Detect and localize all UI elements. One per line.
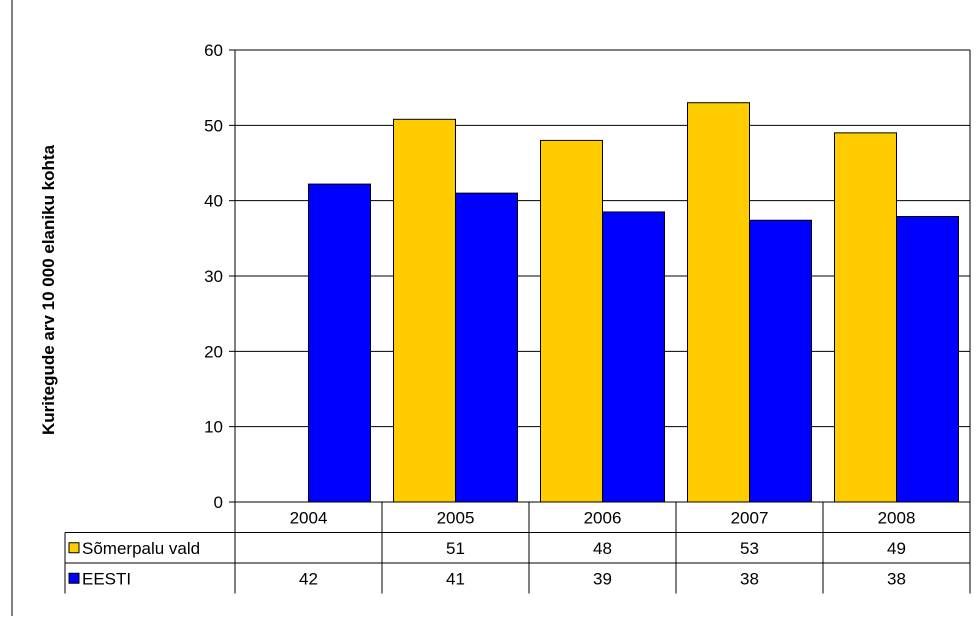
y-tick-label: 60 [204, 41, 223, 60]
bar [455, 192, 518, 503]
data-label: 39 [593, 569, 612, 588]
data-label: 38 [887, 569, 906, 588]
bars [308, 102, 959, 503]
legend-key [68, 542, 80, 554]
y-axis-ticks: 0 10 20 30 40 50 60 [204, 41, 235, 512]
data-label: 41 [446, 569, 465, 588]
y-tick-label: 50 [204, 116, 223, 135]
y-tick-label: 0 [214, 493, 223, 512]
bar [308, 183, 371, 503]
x-tick-label: 2006 [584, 508, 622, 527]
bar [602, 211, 665, 503]
bar [749, 219, 812, 503]
y-tick-label: 30 [204, 267, 223, 286]
axes [234, 49, 971, 502]
x-tick-label: 2008 [878, 508, 916, 527]
data-label: 49 [887, 539, 906, 558]
data-label: 38 [740, 569, 759, 588]
data-table: 2004 2005 2006 2007 2008 Sõmerpalu vald 51 48 53… [64, 501, 971, 594]
data-label: 53 [740, 539, 759, 558]
y-axis-label: Kuritegude arv 10 000 elaniku kohta [39, 144, 58, 435]
y-tick-label: 10 [204, 418, 223, 437]
bar [393, 118, 456, 503]
legend-label: EESTI [82, 569, 131, 588]
bar [834, 132, 897, 503]
y-tick-label: 20 [204, 342, 223, 361]
data-label: 48 [593, 539, 612, 558]
bar [896, 215, 959, 503]
x-tick-label: 2007 [731, 508, 769, 527]
legend-label: Sõmerpalu vald [82, 539, 200, 558]
data-label: 51 [446, 539, 465, 558]
x-tick-label: 2004 [290, 508, 328, 527]
data-label: 42 [299, 569, 318, 588]
x-tick-label: 2005 [437, 508, 475, 527]
bar [540, 139, 603, 503]
legend-key [68, 572, 80, 584]
y-tick-label: 40 [204, 192, 223, 211]
bar [687, 102, 750, 503]
